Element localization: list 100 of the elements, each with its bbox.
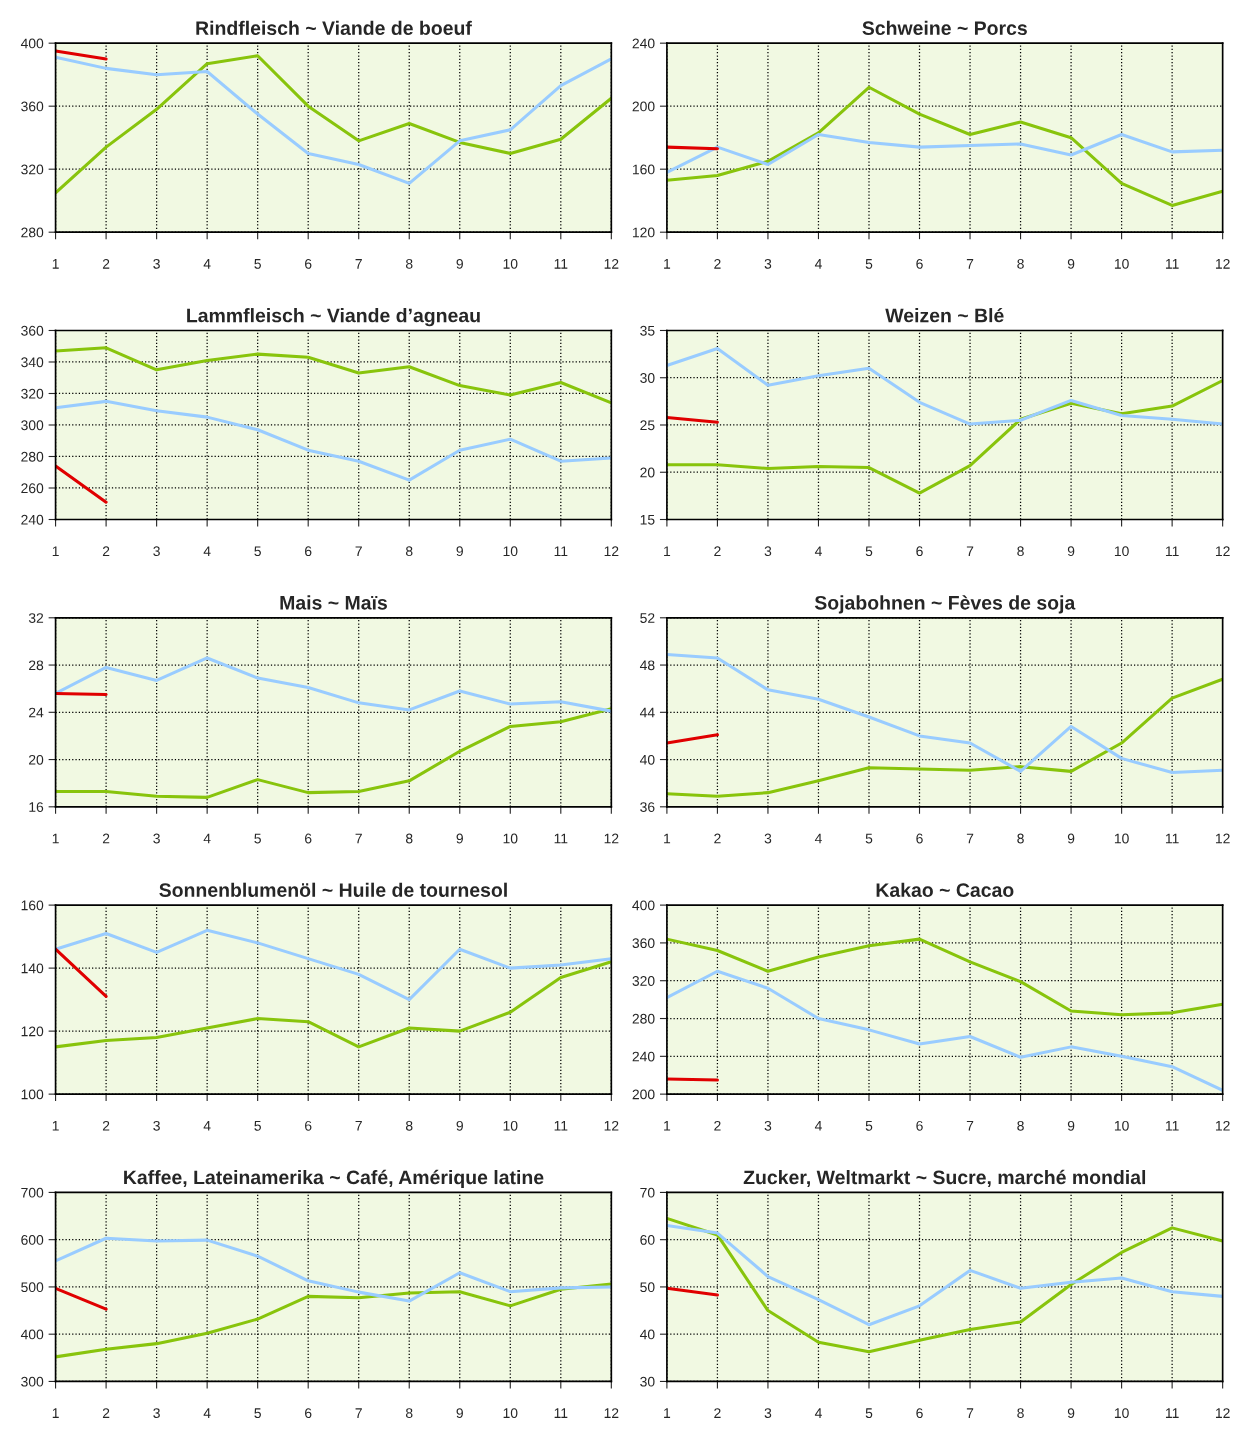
x-tick-label: 2 [102, 833, 110, 844]
line-series [666, 677, 1223, 798]
y-tick-label: 360 [21, 325, 44, 336]
y-tick-label: 200 [632, 101, 655, 112]
x-tick-label: 9 [456, 258, 463, 269]
x-tick-label: 3 [153, 258, 160, 269]
chart-title: Schweine ~ Porcs [862, 20, 1027, 36]
x-tick-label: 7 [966, 546, 974, 556]
y-tick-label: 52 [640, 613, 655, 623]
y-tick-label: 32 [28, 613, 44, 623]
x-tick-label: 8 [1017, 546, 1024, 557]
y-tick-label: 30 [640, 1376, 655, 1387]
chart-title: Lammfleisch ~ Viande d’agneau [187, 308, 480, 327]
x-tick-label: 2 [102, 1120, 110, 1131]
y-tick-label: 16 [29, 802, 44, 812]
y-tick-label: 240 [21, 514, 44, 525]
x-tick-label: 8 [405, 1408, 413, 1419]
y-tick-label: 20 [29, 754, 44, 765]
x-tick-label: 6 [916, 1408, 923, 1419]
x-tick-label: 11 [554, 1121, 568, 1131]
x-tick-label: 7 [966, 833, 974, 844]
y-tick-label: 44 [639, 707, 655, 718]
x-tick-label: 5 [865, 1121, 873, 1131]
x-tick-label: 7 [355, 546, 362, 556]
x-tick-label: 7 [966, 259, 974, 269]
line-series [666, 1223, 1223, 1327]
line-series [55, 707, 612, 799]
x-tick-label: 7 [355, 833, 362, 844]
y-tick-label: 360 [21, 101, 44, 112]
y-tick-label: 260 [21, 483, 44, 494]
chart-title: Weizen ~ Blé [885, 307, 1004, 323]
x-tick-label: 11 [1165, 1408, 1179, 1418]
x-tick-label: 5 [865, 1408, 873, 1419]
y-tick-label: 28 [29, 660, 44, 671]
x-tick-label: 6 [916, 833, 923, 844]
x-tick-label: 9 [456, 1408, 463, 1419]
line-series [55, 346, 612, 405]
x-tick-label: 9 [1067, 833, 1075, 844]
y-tick-label: 200 [632, 1089, 655, 1100]
y-tick-label: 280 [21, 227, 44, 238]
x-tick-label: 3 [764, 1408, 772, 1419]
x-tick-label: 12 [1215, 546, 1230, 556]
x-tick-label: 11 [1165, 259, 1179, 269]
x-tick-label: 11 [554, 833, 568, 844]
x-tick-label: 5 [254, 1408, 261, 1419]
x-tick-label: 3 [764, 1120, 772, 1131]
x-tick-label: 4 [203, 546, 211, 556]
y-tick-label: 160 [21, 900, 44, 911]
y-tick-label: 500 [21, 1282, 44, 1293]
x-tick-label: 6 [305, 833, 312, 844]
x-tick-label: 8 [405, 833, 413, 844]
x-tick-label: 5 [865, 833, 873, 844]
x-tick-label: 3 [153, 1408, 160, 1419]
x-tick-label: 9 [1067, 546, 1075, 557]
x-tick-label: 7 [355, 259, 362, 269]
y-tick-label: 60 [640, 1235, 655, 1245]
y-tick-label: 120 [632, 227, 655, 238]
chart-title: Kaffee, Lateinamerika ~ Café, Amérique latine [124, 1169, 544, 1189]
y-tick-label: 50 [640, 1282, 655, 1293]
x-tick-label: 6 [305, 258, 312, 269]
y-tick-label: 25 [640, 420, 655, 431]
y-tick-label: 140 [21, 963, 44, 974]
x-tick-label: 11 [1165, 833, 1179, 844]
x-tick-label: 1 [664, 546, 671, 556]
y-tick-label: 300 [21, 1376, 44, 1387]
x-tick-label: 8 [1017, 1120, 1024, 1131]
y-tick-label: 35 [640, 325, 655, 336]
x-tick-label: 10 [1114, 1120, 1129, 1131]
line-series [55, 1282, 612, 1359]
y-tick-label: 700 [21, 1187, 44, 1198]
x-tick-label: 4 [203, 833, 211, 844]
y-tick-label: 24 [29, 707, 44, 718]
x-tick-label: 6 [916, 1120, 923, 1131]
x-tick-label: 9 [1067, 258, 1075, 269]
x-tick-label: 2 [714, 258, 721, 269]
line-series [666, 937, 1223, 1017]
y-tick-label: 36 [640, 802, 655, 812]
x-tick-label: 11 [554, 259, 568, 269]
x-tick-label: 1 [664, 1408, 671, 1418]
x-tick-label: 8 [1017, 258, 1024, 269]
line-series [666, 85, 1223, 207]
x-tick-label: 1 [664, 833, 671, 844]
x-tick-label: 11 [554, 1408, 568, 1418]
x-tick-label: 3 [153, 546, 160, 557]
x-tick-label: 3 [764, 833, 772, 844]
x-tick-label: 12 [604, 1408, 619, 1418]
line-series [666, 1216, 1223, 1354]
y-tick-label: 340 [21, 357, 44, 368]
x-tick-label: 11 [554, 546, 568, 556]
x-tick-label: 4 [814, 259, 822, 269]
chart-title: Sonnenblumenöl ~ Huile de tournesol [159, 882, 507, 897]
x-tick-label: 4 [814, 833, 822, 844]
y-tick-label: 48 [639, 660, 655, 671]
line-series [55, 399, 612, 482]
y-tick-label: 240 [632, 1051, 655, 1062]
x-tick-label: 5 [865, 546, 873, 557]
x-tick-label: 9 [1067, 1120, 1075, 1131]
x-tick-label: 8 [405, 258, 413, 269]
y-tick-label: 40 [639, 754, 655, 765]
x-tick-label: 2 [102, 546, 110, 556]
